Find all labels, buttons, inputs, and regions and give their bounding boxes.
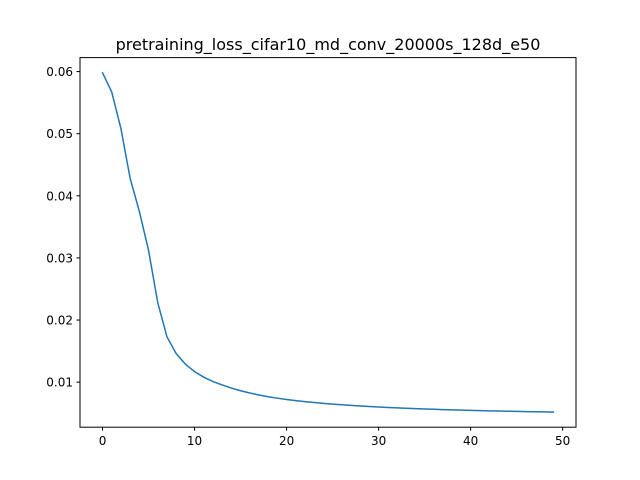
x-tick-label: 30 bbox=[371, 434, 386, 448]
y-axis: 0.01 0.02 0.03 0.04 0.05 0.06 bbox=[46, 65, 80, 390]
y-tick-label: 0.01 bbox=[46, 376, 73, 390]
loss-series-line bbox=[101, 71, 555, 413]
y-tick-label: 0.02 bbox=[46, 314, 73, 328]
y-tick-label: 0.06 bbox=[46, 65, 73, 79]
x-tick-label: 20 bbox=[279, 434, 294, 448]
x-axis: 0 10 20 30 40 50 bbox=[99, 427, 570, 448]
chart-title: pretraining_loss_cifar10_md_conv_20000s_… bbox=[116, 35, 541, 55]
x-tick-label: 40 bbox=[463, 434, 478, 448]
x-tick-label: 50 bbox=[555, 434, 570, 448]
y-tick-label: 0.04 bbox=[46, 189, 73, 203]
plot-area bbox=[101, 71, 555, 413]
y-tick-label: 0.05 bbox=[46, 127, 73, 141]
x-tick-label: 0 bbox=[99, 434, 107, 448]
x-tick-label: 10 bbox=[187, 434, 202, 448]
y-tick-label: 0.03 bbox=[46, 251, 73, 265]
axes-frame bbox=[79, 57, 577, 428]
